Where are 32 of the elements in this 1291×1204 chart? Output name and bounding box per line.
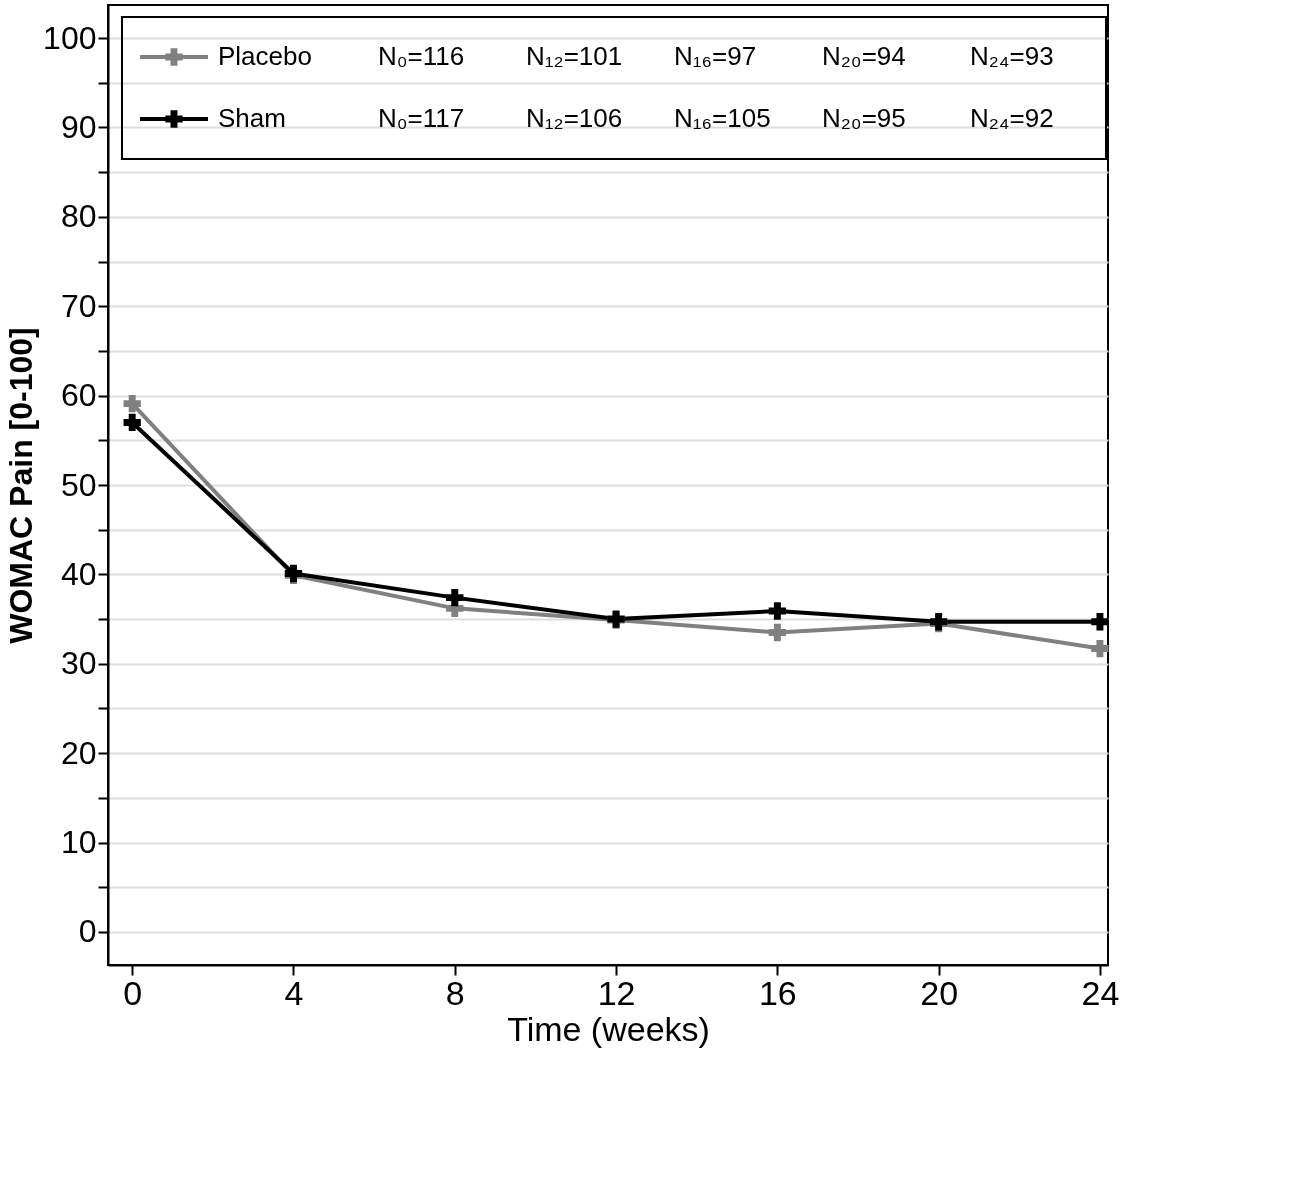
legend-label: Placebo xyxy=(218,41,312,71)
annotation: N₀=117 xyxy=(378,103,465,133)
x-tick-label: 0 xyxy=(123,973,143,1012)
y-tick-label: 70 xyxy=(60,287,97,324)
legend-label: Sham xyxy=(218,103,286,133)
annotation: N₂₀=95 xyxy=(822,103,906,133)
annotation: N₂₀=94 xyxy=(822,41,906,71)
y-tick-label: 40 xyxy=(60,555,97,592)
x-axis-title: Time (weeks) xyxy=(507,1009,710,1048)
x-tick-label: 20 xyxy=(920,973,959,1012)
y-tick-label: 90 xyxy=(60,108,97,145)
x-tick-label: 24 xyxy=(1081,973,1120,1012)
y-tick-label: 30 xyxy=(60,645,97,682)
annotation: N₁₆=105 xyxy=(674,103,771,133)
x-tick-label: 12 xyxy=(597,973,636,1012)
x-tick-label: 4 xyxy=(284,973,304,1012)
x-tick-label: 8 xyxy=(445,973,465,1012)
y-tick-label: 0 xyxy=(78,913,97,950)
annotation: N₁₂=101 xyxy=(526,41,623,71)
annotation: N₁₆=97 xyxy=(674,41,757,71)
annotation: N₁₂=106 xyxy=(526,103,623,133)
annotation: N₂₄=92 xyxy=(970,103,1054,133)
y-tick-label: 50 xyxy=(60,466,97,503)
y-tick-label: 60 xyxy=(60,377,97,414)
x-tick-label: 16 xyxy=(758,973,797,1012)
annotation: N₂₄=93 xyxy=(970,41,1054,71)
y-axis-title: WOMAC Pain [0-100] xyxy=(3,327,40,644)
y-tick-label: 80 xyxy=(60,198,97,235)
y-tick-label: 20 xyxy=(60,734,97,771)
annotation: N₀=116 xyxy=(378,41,465,71)
y-tick-label: 100 xyxy=(43,19,97,56)
y-tick-label: 10 xyxy=(60,824,97,861)
